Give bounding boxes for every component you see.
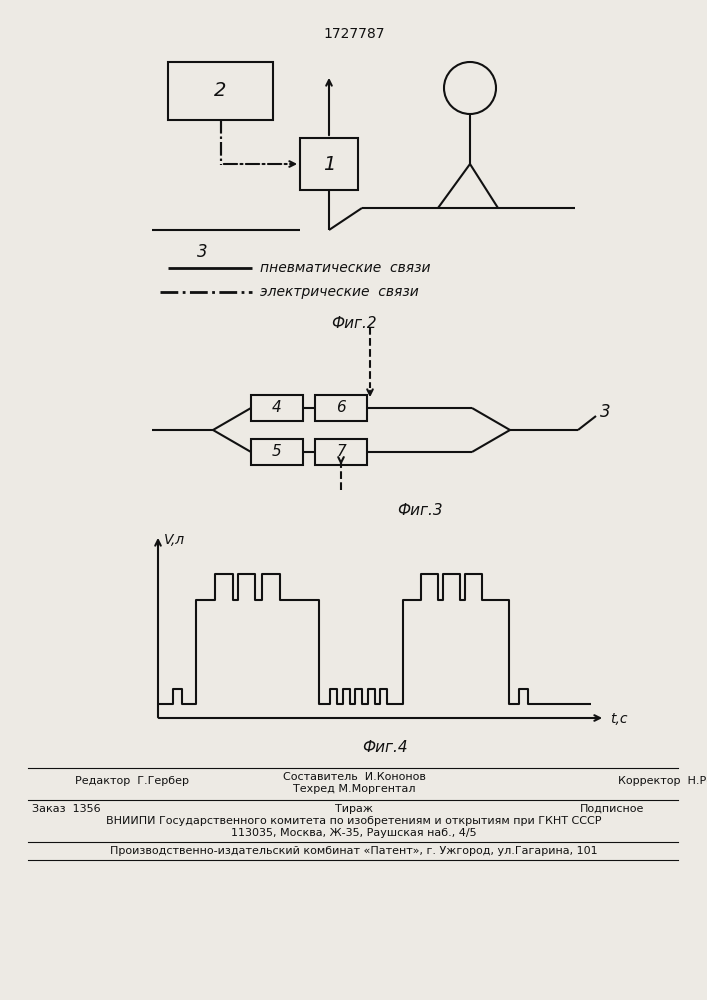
Text: Редактор  Г.Гербер: Редактор Г.Гербер	[75, 776, 189, 786]
Text: 2: 2	[214, 82, 227, 101]
Bar	[315, 395, 367, 421]
Text: Техред М.Моргентал: Техред М.Моргентал	[293, 784, 415, 794]
Text: Фиг.3: Фиг.3	[397, 503, 443, 518]
Text: Корректор  Н.Ревская: Корректор Н.Ревская	[618, 776, 707, 786]
Bar	[251, 395, 303, 421]
Text: Фиг.2: Фиг.2	[331, 316, 377, 331]
Text: Заказ  1356: Заказ 1356	[32, 804, 100, 814]
Text: 113035, Москва, Ж-35, Раушская наб., 4/5: 113035, Москва, Ж-35, Раушская наб., 4/5	[231, 828, 477, 838]
Text: Фиг.4: Фиг.4	[362, 740, 408, 755]
Text: пневматические  связи: пневматические связи	[260, 261, 431, 275]
Text: 6: 6	[336, 400, 346, 416]
Text: Подписное: Подписное	[580, 804, 644, 814]
Text: ВНИИПИ Государственного комитета по изобретениям и открытиям при ГКНТ СССР: ВНИИПИ Государственного комитета по изоб…	[106, 816, 602, 826]
Bar	[300, 138, 358, 190]
Text: Тираж: Тираж	[335, 804, 373, 814]
Text: 7: 7	[336, 444, 346, 460]
Text: V,л: V,л	[164, 533, 185, 547]
Text: 1: 1	[323, 154, 335, 174]
Text: Составитель  И.Кононов: Составитель И.Кононов	[283, 772, 426, 782]
Text: 5: 5	[272, 444, 282, 460]
Bar	[251, 439, 303, 465]
Text: электрические  связи: электрические связи	[260, 285, 419, 299]
Text: 4: 4	[272, 400, 282, 416]
Text: 1727787: 1727787	[323, 27, 385, 41]
Text: Производственно-издательский комбинат «Патент», г. Ужгород, ул.Гагарина, 101: Производственно-издательский комбинат «П…	[110, 846, 598, 856]
Text: 3: 3	[197, 243, 207, 261]
Bar	[315, 439, 367, 465]
Text: 3: 3	[600, 403, 611, 421]
Bar	[168, 62, 273, 120]
Text: t,c: t,c	[610, 712, 628, 726]
